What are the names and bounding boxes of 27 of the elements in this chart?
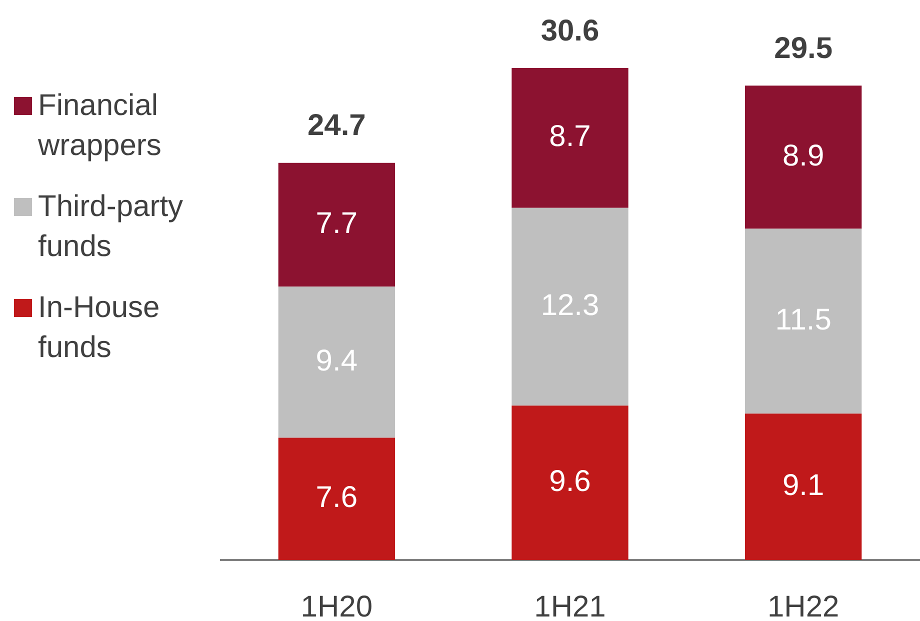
bar bbox=[745, 228, 862, 414]
data-label: 12.3 bbox=[540, 289, 600, 322]
data-label: 9.6 bbox=[549, 465, 591, 498]
bar bbox=[512, 68, 628, 208]
total-label: 30.6 bbox=[540, 14, 600, 48]
legend-label: Financial wrappers bbox=[38, 88, 162, 164]
total-label: 29.5 bbox=[774, 32, 833, 65]
data-label: 9.4 bbox=[316, 344, 358, 378]
bar bbox=[278, 438, 395, 560]
legend-label: Third-party funds bbox=[38, 189, 184, 265]
bar bbox=[745, 86, 862, 229]
bar bbox=[278, 286, 395, 438]
legend-label: In-House funds bbox=[38, 290, 161, 366]
data-label: 7.7 bbox=[316, 207, 358, 240]
x-tick-label: 1H22 bbox=[767, 590, 840, 621]
data-label: 11.5 bbox=[775, 304, 832, 336]
x-tick-label: 1H21 bbox=[534, 590, 606, 621]
x-tick-label: 1H20 bbox=[300, 590, 373, 621]
bar bbox=[512, 208, 628, 406]
total-label: 24.7 bbox=[307, 109, 366, 142]
bar bbox=[278, 162, 395, 287]
data-label: 9.1 bbox=[782, 469, 824, 502]
data-label: 7.6 bbox=[316, 481, 358, 514]
bar bbox=[512, 406, 628, 560]
data-label: 8.7 bbox=[549, 120, 591, 154]
bar bbox=[745, 414, 862, 560]
data-label: 8.9 bbox=[782, 140, 824, 172]
